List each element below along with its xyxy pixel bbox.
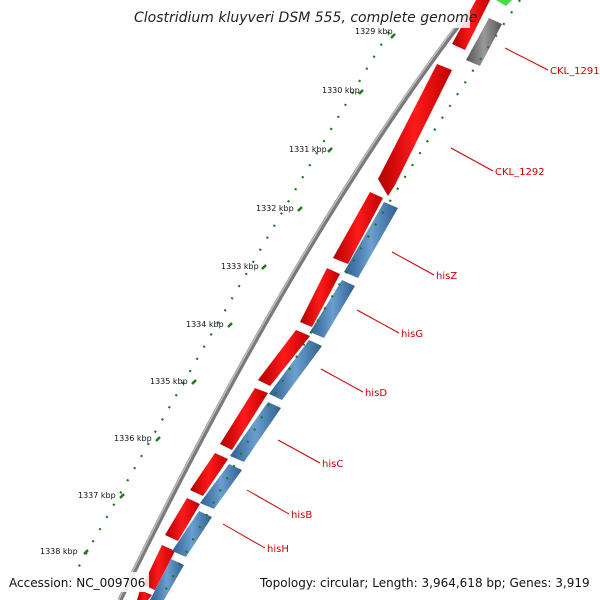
accession-text: Accession: NC_009706 [9, 576, 145, 590]
gene-arrow-rev-extra[interactable] [150, 559, 184, 600]
tick-label-1338: 1338 kbp [40, 547, 78, 556]
title-background [128, 6, 470, 28]
gene-label-hisz[interactable]: hisZ [436, 271, 457, 282]
gene-arrow-hisz-rev[interactable] [344, 202, 398, 278]
gene-label-hisc[interactable]: hisC [322, 459, 343, 470]
gene-arrow-extra-1[interactable] [143, 545, 175, 590]
tick-label-1329: 1329 kbp [355, 27, 393, 36]
gene-arrow-ckl-1291[interactable] [452, 0, 490, 50]
gene-arrow-hisb-rev[interactable] [200, 464, 242, 509]
gene-arrow-ckl-1292[interactable] [378, 64, 452, 196]
gene-labels: CKL_1291 CKL_1292 hisZ hisG hisD hisC hi… [267, 66, 600, 555]
genome-stats-text: Topology: circular; Length: 3,964,618 bp… [259, 576, 590, 590]
gene-label-hisd[interactable]: hisD [365, 388, 387, 399]
tick-label-1331: 1331 kbp [289, 145, 327, 154]
tick-label-1332: 1332 kbp [256, 204, 294, 213]
gene-label-hisg[interactable]: hisG [401, 329, 423, 340]
gene-arrow-hisc[interactable] [220, 388, 268, 450]
genome-backbone [117, 8, 472, 600]
forward-strand-genes [137, 0, 490, 600]
gene-arrow-hisc-rev[interactable] [230, 402, 281, 462]
tick-ring-inner [59, 19, 397, 600]
page-title: Clostridium kluyveri DSM 555, complete g… [134, 10, 477, 26]
tick-label-1333: 1333 kbp [221, 262, 259, 271]
gene-arrow-hish[interactable] [165, 498, 200, 541]
gene-arrow-hisd-rev[interactable] [269, 340, 322, 400]
tick-ring-outer [159, 0, 521, 600]
gene-arrow-extra-2[interactable] [137, 590, 152, 600]
gene-arrow-hisb[interactable] [190, 453, 228, 496]
tick-label-1330: 1330 kbp [322, 86, 360, 95]
gene-arrow-hisz[interactable] [333, 192, 383, 264]
accession-background [6, 572, 149, 592]
reverse-strand-genes [150, 202, 398, 600]
gene-arrow-hisd[interactable] [258, 330, 310, 386]
gene-arrow-hisg-rev[interactable] [310, 280, 355, 338]
tick-labels: 1329 kbp 1330 kbp 1331 kbp 1332 kbp 1333… [40, 27, 393, 556]
gene-arrow-ckl-1291-grey[interactable] [466, 18, 502, 66]
gene-arrow-hish-rev[interactable] [172, 511, 212, 557]
gene-label-ckl-1292[interactable]: CKL_1292 [495, 167, 545, 178]
gene-label-hish[interactable]: hisH [267, 544, 289, 555]
highlight-gene-green[interactable] [496, 0, 512, 6]
gene-arrow-hisg[interactable] [300, 268, 340, 327]
tick-label-1334: 1334 kbp [186, 320, 224, 329]
tick-label-1335: 1335 kbp [150, 377, 188, 386]
major-ticks [83, 33, 396, 555]
gene-leader-lines [222, 47, 549, 549]
gene-label-ckl-1291[interactable]: CKL_1291 [550, 66, 600, 77]
tick-label-1337: 1337 kbp [78, 491, 116, 500]
gene-label-hisb[interactable]: hisB [291, 510, 312, 521]
tick-label-1336: 1336 kbp [114, 434, 152, 443]
